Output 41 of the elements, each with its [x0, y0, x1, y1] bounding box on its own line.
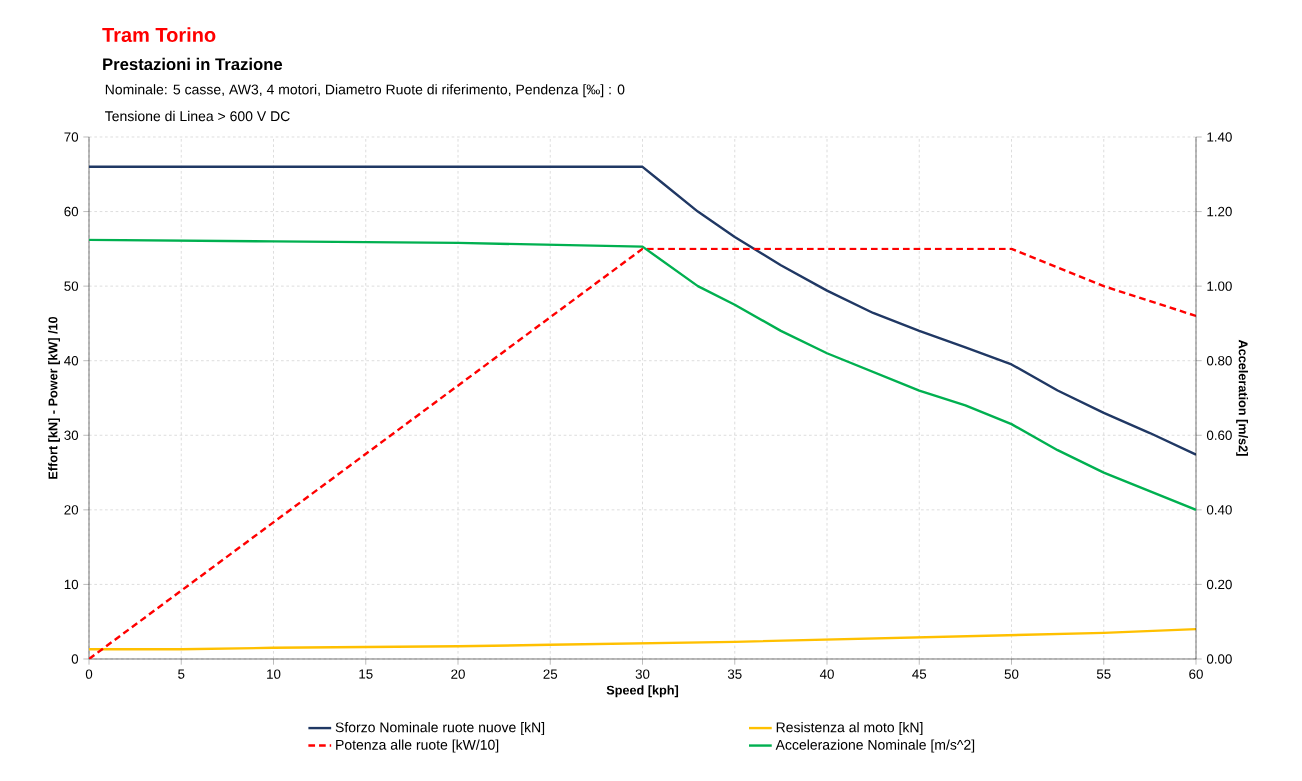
- x-tick-label: 5: [178, 669, 185, 679]
- y2-tick-label: 0.20: [1206, 579, 1232, 590]
- x-tick-label: 15: [359, 669, 373, 679]
- x-tick-label: 40: [819, 669, 834, 679]
- y-tick-label: 70: [64, 132, 79, 142]
- y2-tick-label: 1.40: [1207, 132, 1232, 142]
- y-axis-title: Effort [kN] - Power [kW] /10: [48, 316, 60, 479]
- legend-label: Sforzo Nominale ruote nuove [kN]: [335, 722, 545, 736]
- y-tick-label: 10: [64, 579, 79, 590]
- y2-tick-label: 1.00: [1207, 281, 1232, 291]
- y2-axis-title: Acceleration [m/s2]: [1236, 339, 1248, 456]
- y2-tick-label: 0.00: [1206, 654, 1232, 664]
- x-tick-label: 35: [727, 669, 742, 679]
- text: Nominale: 5 casse, AW3, 4 motori, Diametro Ruote di riferimento, Pendenza [‰] : 0: [105, 84, 625, 98]
- y2-tick-label: 0.40: [1206, 505, 1232, 515]
- x-tick-label: 25: [543, 669, 558, 679]
- text: Tensione di Linea > 600 V DC: [105, 110, 290, 122]
- x-tick-label: 0: [85, 669, 93, 679]
- y-tick-label: 40: [64, 355, 79, 366]
- legend-label: Accelerazione Nominale [m/s^2]: [775, 739, 975, 753]
- y-tick-label: 60: [64, 206, 79, 217]
- y-tick-label: 20: [64, 505, 79, 515]
- y2-tick-label: 1.20: [1207, 206, 1232, 217]
- chart-title: Tram Torino: [102, 27, 216, 42]
- y2-tick-label: 0.60: [1206, 430, 1232, 440]
- y-tick-label: 0: [71, 654, 79, 664]
- x-tick-label: 30: [635, 669, 650, 679]
- x-tick-label: 45: [912, 669, 927, 679]
- line-series: [89, 165, 1196, 456]
- x-axis-title: Speed [kph]: [606, 685, 679, 698]
- x-tick-label: 60: [1189, 669, 1203, 679]
- legend-label: Potenza alle ruote [kW/10]: [336, 739, 499, 753]
- x-tick-label: 50: [1004, 669, 1019, 679]
- y2-tick-label: 0.80: [1206, 355, 1232, 366]
- chart-subtitle: Prestazioni in Trazione: [103, 57, 283, 71]
- x-tick-label: 55: [1096, 669, 1111, 679]
- y-tick-label: 30: [64, 430, 79, 440]
- x-tick-label: 10: [267, 669, 281, 679]
- y-tick-label: 50: [64, 281, 79, 291]
- x-tick-label: 20: [451, 669, 465, 679]
- legend-label: Resistenza al moto [kN]: [776, 722, 923, 736]
